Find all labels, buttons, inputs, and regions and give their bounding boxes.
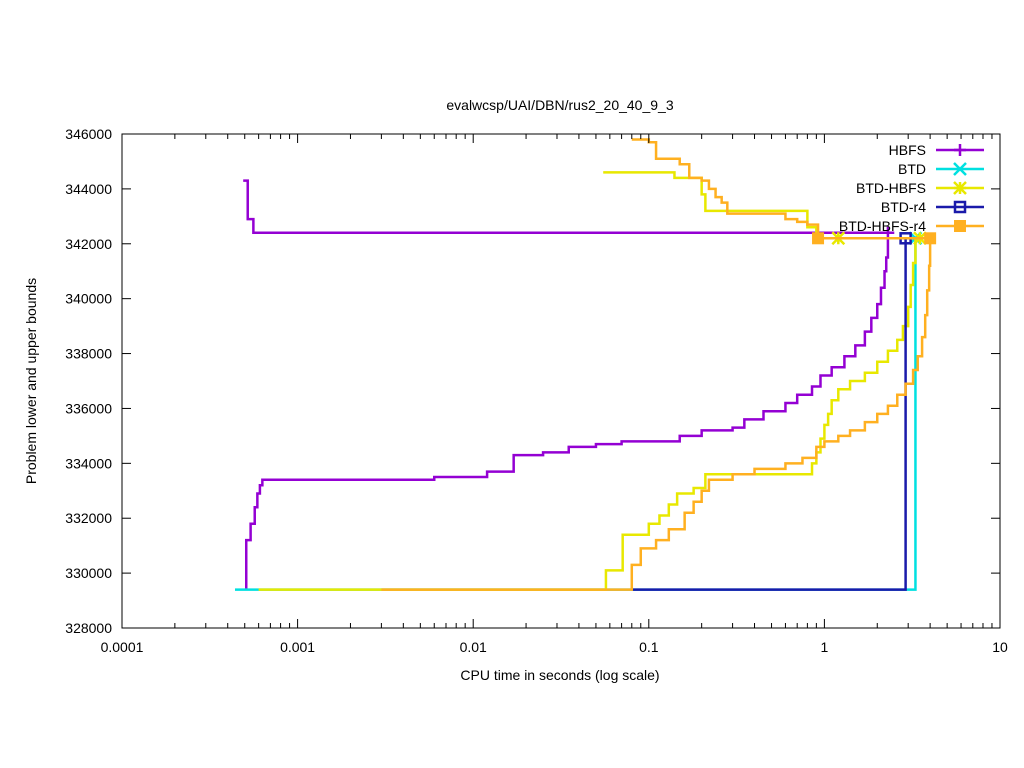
x-tick-label: 0.001 xyxy=(280,639,315,655)
filled-square-marker xyxy=(954,220,966,232)
series-btd-hbfs-r4 xyxy=(381,138,937,591)
filled-square-marker xyxy=(812,232,825,245)
plot-frame xyxy=(121,133,1001,629)
y-tick-label: 330000 xyxy=(65,565,112,581)
legend-label: BTD-r4 xyxy=(881,199,926,215)
series-lower-bound-line xyxy=(245,238,890,590)
legend-label: BTD-HBFS xyxy=(856,180,926,196)
y-tick-label: 328000 xyxy=(65,620,112,636)
x-tick-label: 1 xyxy=(821,639,829,655)
axis-ticks: 0.0001 0.001 0.01 0.1 1 10 328000 330000 332000 3… xyxy=(65,126,1008,655)
y-tick-label: 336000 xyxy=(65,400,112,416)
x-tick-label: 0.1 xyxy=(639,639,659,655)
y-tick-label: 340000 xyxy=(65,291,112,307)
y-tick-label: 342000 xyxy=(65,236,112,252)
legend-entry: HBFS xyxy=(889,142,984,158)
y-tick-label: 332000 xyxy=(65,510,112,526)
series-hbfs xyxy=(243,179,895,590)
x-tick-label: 0.01 xyxy=(460,639,487,655)
legend: HBFS BTD BTD-HBFS BTD-r4 BTD-HBFS-r4 xyxy=(839,142,984,234)
chart-title: evalwcsp/UAI/DBN/rus2_20_40_9_3 xyxy=(446,97,673,113)
y-tick-label: 338000 xyxy=(65,346,112,362)
y-tick-label: 334000 xyxy=(65,455,112,471)
series-lower-bound-line xyxy=(381,238,932,591)
legend-entry: BTD-r4 xyxy=(881,199,984,215)
filled-square-marker xyxy=(924,232,937,245)
series-upper-bound-line xyxy=(243,179,895,235)
plus-marker xyxy=(954,144,966,156)
square-marker xyxy=(953,200,967,214)
y-axis-label: Problem lower and upper bounds xyxy=(23,278,39,484)
y-tick-label: 346000 xyxy=(65,126,112,142)
plot-lines xyxy=(234,138,937,591)
legend-label: BTD xyxy=(898,161,926,177)
star-marker xyxy=(953,181,967,195)
y-tick-label: 344000 xyxy=(65,181,112,197)
x-axis-label: CPU time in seconds (log scale) xyxy=(460,667,659,683)
series-lower-bound-line xyxy=(258,238,917,591)
x-tick-label: 10 xyxy=(992,639,1008,655)
legend-label: HBFS xyxy=(889,142,926,158)
legend-entry: BTD xyxy=(898,161,984,177)
x-tick-label: 0.0001 xyxy=(101,639,144,655)
series-lower-bound-line xyxy=(631,238,907,591)
legend-entry: BTD-HBFS-r4 xyxy=(839,218,984,234)
series-upper-bound-line xyxy=(631,138,931,240)
legend-label: BTD-HBFS-r4 xyxy=(839,218,926,234)
legend-entry: BTD-HBFS xyxy=(856,180,984,196)
x-marker xyxy=(953,162,967,176)
plus-marker xyxy=(881,226,894,239)
series-upper-bound-line xyxy=(603,171,920,240)
